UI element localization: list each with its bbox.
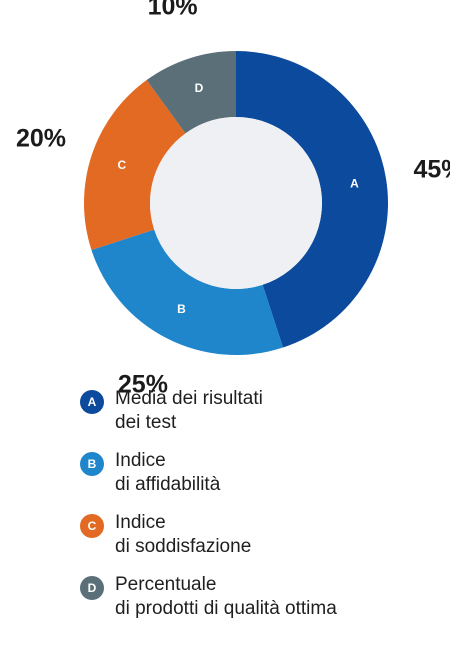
legend-label-a-line-2: dei test [115,412,177,433]
donut-chart: A B C D 45% 25% 20% 10% [16,0,450,398]
donut-hole [150,117,322,289]
slice-letter-a: A [350,176,359,190]
slice-a [236,51,388,348]
legend-label-c-line-2: di soddisfazione [115,536,252,557]
legend-item-d: D Percentuale di prodotti di qualità ott… [80,573,440,621]
percent-label-a: 45% [413,156,450,184]
legend-badge-a: A [80,390,104,414]
legend-label-b: Indice di affidabilità [115,449,220,497]
legend-badge-d: D [80,576,104,600]
legend-label-b-line-1: Indice [115,450,166,471]
legend-label-d-line-1: Percentuale [115,574,217,595]
legend-item-a: A Media dei risultati dei test [80,387,440,435]
percent-label-c: 20% [16,124,66,152]
slice-letter-c: C [118,158,127,172]
chart-legend: A Media dei risultati dei test B Indice … [80,387,440,635]
legend-badge-c: C [80,514,104,538]
legend-label-a: Media dei risultati dei test [115,387,263,435]
legend-label-b-line-2: di affidabilità [115,474,221,495]
slice-d [146,51,236,134]
slice-letter-d: D [195,81,204,95]
percent-label-d: 10% [148,0,198,21]
legend-item-b: B Indice di affidabilità [80,449,440,497]
slice-b [91,229,283,355]
legend-item-c: C Indice di soddisfazione [80,511,440,559]
legend-label-c-line-1: Indice [115,512,166,533]
legend-label-a-line-1: Media dei risultati [115,388,263,409]
percent-label-b: 25% [118,370,168,398]
legend-badge-b: B [80,452,104,476]
legend-label-c: Indice di soddisfazione [115,511,251,559]
slice-c [84,80,186,250]
legend-label-d-line-2: di prodotti di qualità ottima [115,598,337,619]
donut-chart-svg: A B C D 45% 25% 20% 10% [16,0,450,398]
legend-label-d: Percentuale di prodotti di qualità ottim… [115,573,337,621]
slice-letter-b: B [177,302,186,316]
